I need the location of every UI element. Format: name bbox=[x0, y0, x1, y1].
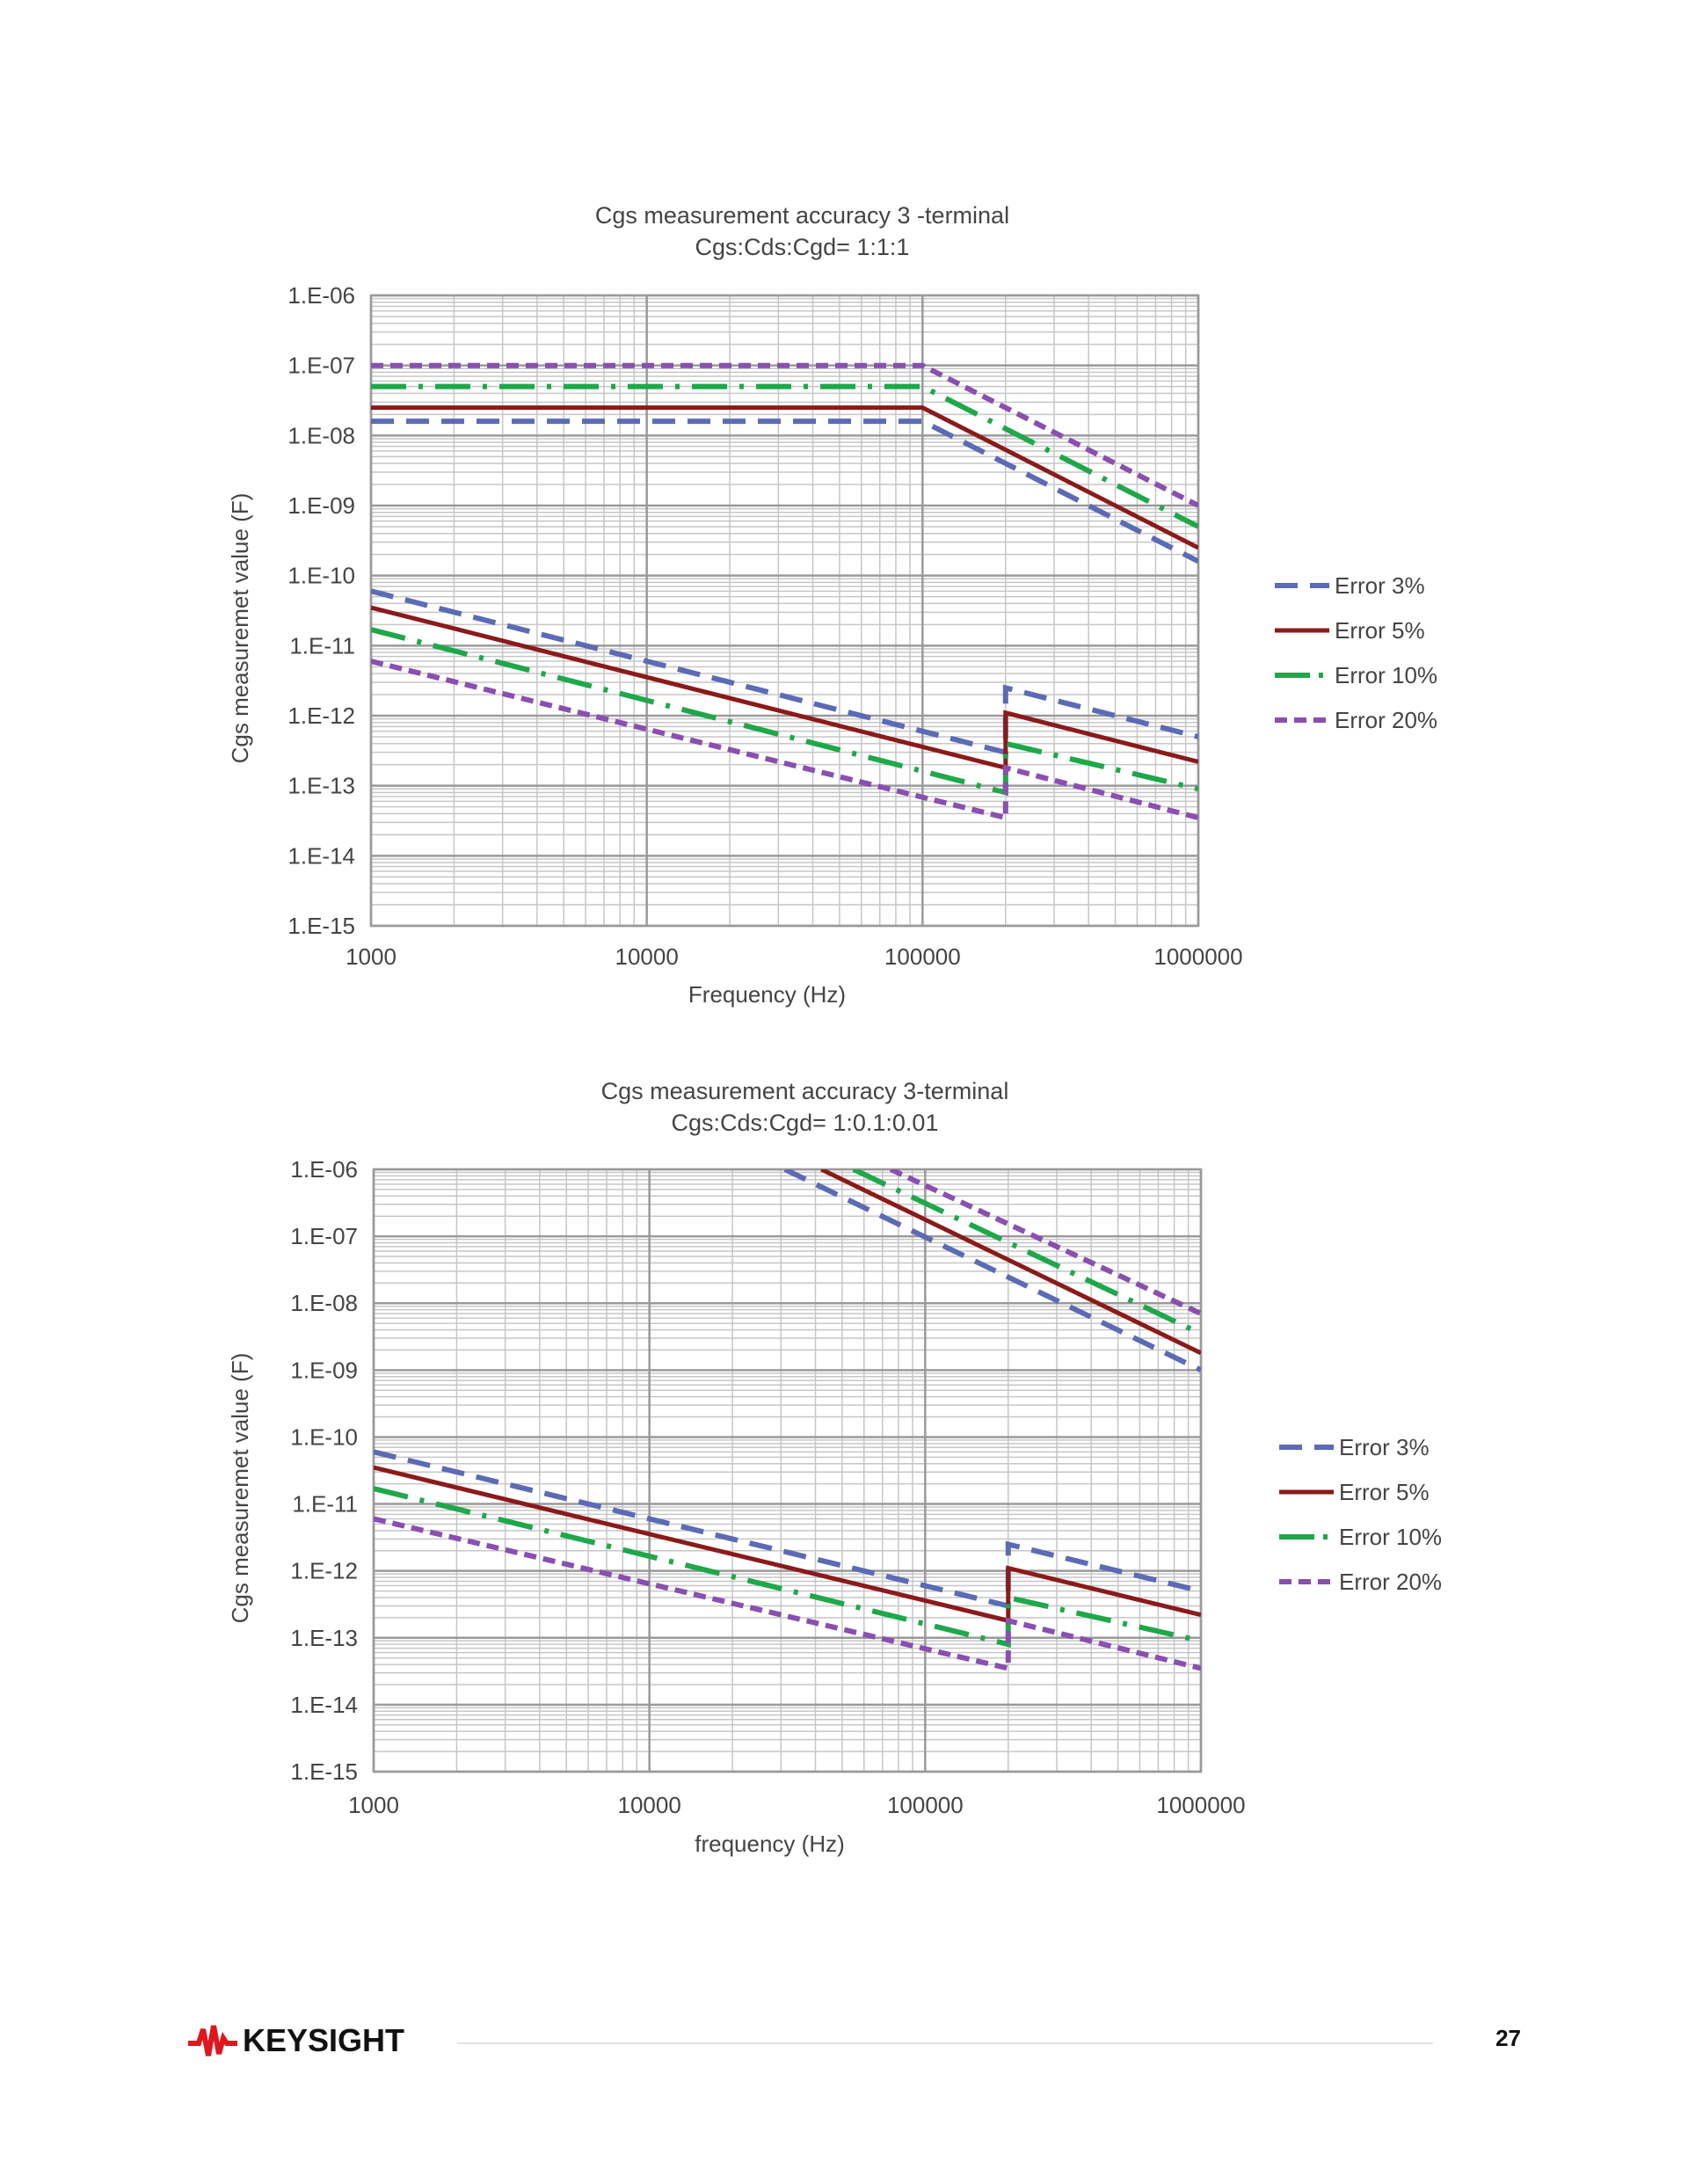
y-tick-label: 1.E-15 bbox=[290, 1758, 358, 1785]
grid bbox=[372, 1168, 1203, 1773]
y-tick-label: 1.E-14 bbox=[287, 842, 355, 869]
x-tick-label: 1000000 bbox=[1156, 1792, 1245, 1818]
legend-label: Error 3% bbox=[1335, 572, 1425, 599]
legend-label: Error 20% bbox=[1339, 1569, 1442, 1595]
series-line-error-20--lower bbox=[374, 1516, 1201, 1672]
y-tick-label: 1.E-09 bbox=[290, 1357, 358, 1383]
keysight-wave-icon bbox=[188, 2025, 237, 2057]
legend-label: Error 10% bbox=[1339, 1524, 1442, 1550]
series-line-error-5--lower bbox=[374, 1465, 1201, 1624]
legend-label: Error 3% bbox=[1339, 1434, 1430, 1460]
y-tick-label: 1.E-07 bbox=[290, 1223, 358, 1249]
series-line-error-10--upper bbox=[371, 383, 1198, 529]
page-number: 27 bbox=[1495, 2025, 1521, 2051]
footer-divider bbox=[457, 2042, 1433, 2044]
y-tick-label: 1.E-06 bbox=[290, 1156, 358, 1183]
legend-label: Error 5% bbox=[1335, 617, 1425, 644]
y-axis-label: Cgs measuremet value (F) bbox=[227, 493, 253, 764]
plot-frame bbox=[369, 294, 1200, 928]
logo-text: KEYSIGHT bbox=[243, 2022, 405, 2058]
series-line-error-10--lower bbox=[371, 627, 1198, 797]
page-footer: KEYSIGHT 27 bbox=[0, 1987, 1688, 2093]
x-axis-label: frequency (Hz) bbox=[695, 1831, 845, 1857]
series-line-error-5--lower bbox=[371, 605, 1198, 771]
chart-cgs-1-0.1-0.01: Cgs measurement accuracy 3-terminal Cgs:C… bbox=[227, 1078, 1442, 1857]
series-line-error-20--upper bbox=[889, 1169, 1201, 1316]
chart-cgs-1-1-1: Cgs measurement accuracy 3 -terminal Cgs:… bbox=[227, 202, 1437, 1008]
x-tick-label: 10000 bbox=[615, 943, 679, 970]
series-line-error-20--upper bbox=[371, 362, 1198, 508]
x-tick-label: 1000 bbox=[346, 943, 397, 970]
x-tick-label: 1000 bbox=[348, 1792, 399, 1818]
grid bbox=[369, 294, 1200, 928]
series-line-error-20--lower bbox=[371, 659, 1198, 821]
y-axis-label: Cgs measuremet value (F) bbox=[227, 1353, 253, 1624]
y-tick-label: 1.E-14 bbox=[290, 1692, 358, 1718]
legend-label: Error 5% bbox=[1339, 1479, 1430, 1505]
y-tick-label: 1.E-13 bbox=[290, 1625, 358, 1651]
series-lines bbox=[374, 1169, 1201, 1672]
legend-label: Error 20% bbox=[1335, 707, 1437, 733]
y-tick-label: 1.E-12 bbox=[290, 1558, 358, 1584]
y-tick-label: 1.E-10 bbox=[287, 563, 355, 589]
series-line-error-3--upper bbox=[783, 1169, 1201, 1373]
series-line-error-5--upper bbox=[820, 1169, 1201, 1356]
y-tick-label: 1.E-15 bbox=[287, 913, 355, 939]
y-tick-label: 1.E-11 bbox=[292, 1491, 358, 1518]
x-tick-label: 1000000 bbox=[1153, 943, 1242, 970]
chart-subtitle: Cgs:Cds:Cgd= 1:1:1 bbox=[695, 234, 910, 260]
chart-title: Cgs measurement accuracy 3-terminal bbox=[601, 1078, 1009, 1104]
series-line-error-5--upper bbox=[371, 405, 1198, 550]
y-tick-label: 1.E-09 bbox=[287, 492, 355, 519]
x-tick-label: 100000 bbox=[887, 1792, 964, 1818]
x-tick-label: 10000 bbox=[618, 1792, 681, 1818]
legend-label: Error 10% bbox=[1335, 662, 1437, 688]
chart-subtitle: Cgs:Cds:Cgd= 1:0.1:0.01 bbox=[672, 1110, 939, 1136]
y-tick-label: 1.E-11 bbox=[289, 632, 355, 659]
plot-frame bbox=[372, 1168, 1203, 1773]
y-tick-label: 1.E-06 bbox=[287, 282, 355, 309]
y-tick-label: 1.E-10 bbox=[290, 1423, 358, 1450]
y-tick-label: 1.E-08 bbox=[290, 1290, 358, 1316]
y-tick-label: 1.E-13 bbox=[287, 773, 355, 799]
series-lines bbox=[371, 362, 1198, 821]
y-tick-label: 1.E-12 bbox=[287, 703, 355, 729]
chart-title: Cgs measurement accuracy 3 -terminal bbox=[595, 202, 1009, 229]
series-line-error-3--upper bbox=[371, 419, 1198, 564]
y-tick-label: 1.E-08 bbox=[287, 422, 355, 448]
y-tick-label: 1.E-07 bbox=[287, 353, 355, 379]
legend: Error 3% Error 5% Error 10% Error 20% bbox=[1275, 572, 1437, 733]
keysight-logo: KEYSIGHT bbox=[188, 2020, 404, 2061]
x-axis-label: Frequency (Hz) bbox=[688, 981, 846, 1008]
x-tick-label: 100000 bbox=[884, 943, 961, 970]
legend: Error 3% Error 5% Error 10% Error 20% bbox=[1279, 1434, 1442, 1595]
